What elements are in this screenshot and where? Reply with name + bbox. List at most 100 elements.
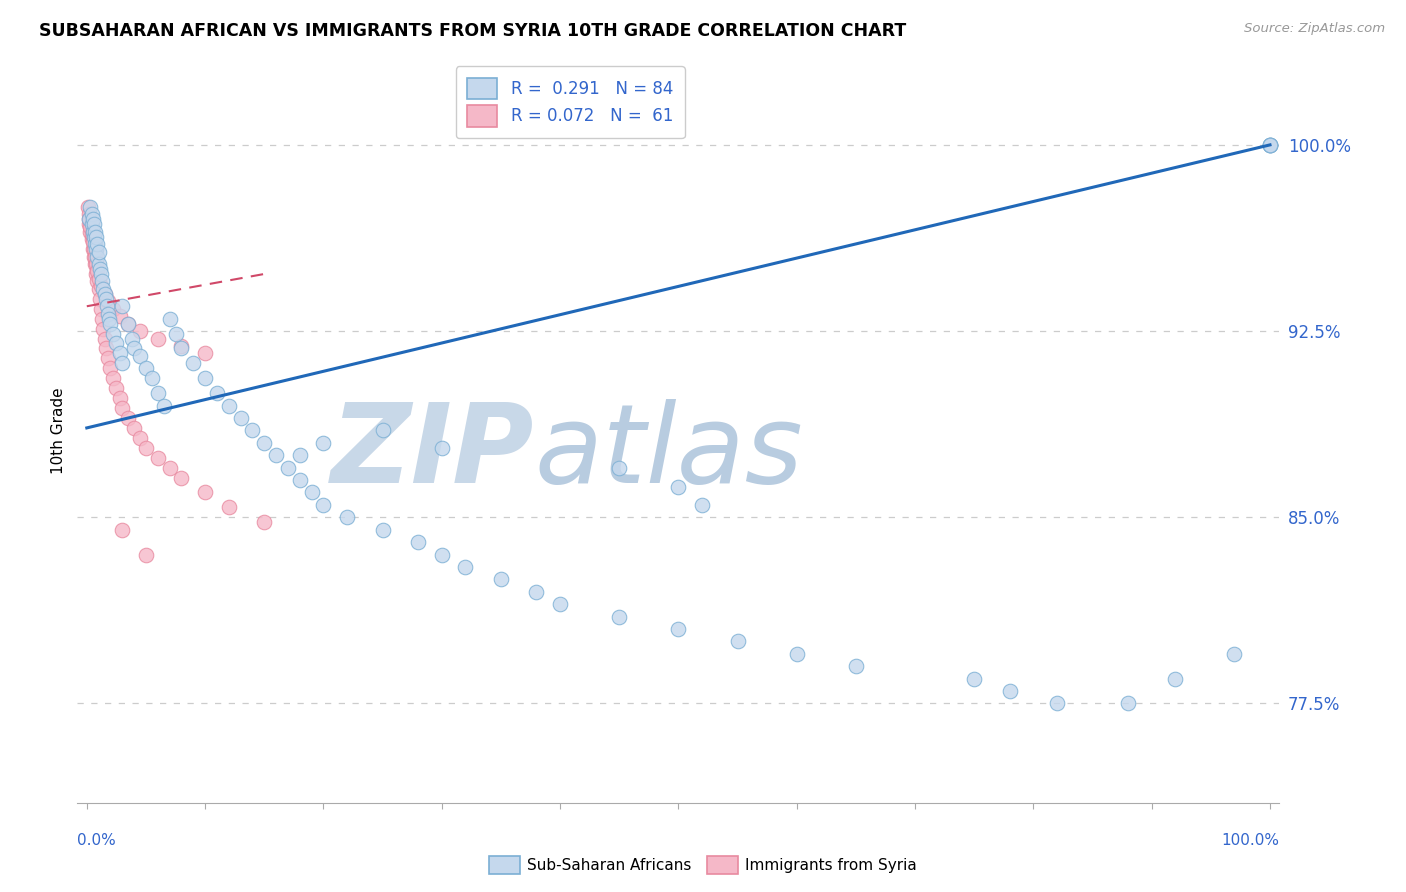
Point bbox=[229, 411, 252, 425]
Point bbox=[108, 391, 131, 405]
Point bbox=[84, 225, 107, 239]
Point bbox=[82, 212, 104, 227]
Point bbox=[90, 279, 112, 293]
Point bbox=[194, 346, 217, 360]
Point bbox=[1164, 672, 1187, 686]
Point bbox=[194, 485, 217, 500]
Point bbox=[83, 217, 105, 231]
Point bbox=[430, 441, 453, 455]
Point bbox=[84, 242, 107, 256]
Point bbox=[100, 317, 122, 331]
Point bbox=[159, 460, 181, 475]
Point bbox=[93, 282, 115, 296]
Point bbox=[89, 262, 111, 277]
Point bbox=[86, 264, 108, 278]
Point bbox=[406, 535, 429, 549]
Point bbox=[77, 212, 100, 227]
Point bbox=[264, 448, 287, 462]
Point bbox=[86, 250, 108, 264]
Point bbox=[152, 399, 174, 413]
Point bbox=[845, 659, 868, 673]
Point bbox=[181, 356, 204, 370]
Point bbox=[82, 242, 104, 256]
Point bbox=[97, 351, 120, 366]
Point bbox=[111, 523, 134, 537]
Point bbox=[79, 219, 101, 234]
Point bbox=[121, 332, 143, 346]
Legend: Sub-Saharan Africans, Immigrants from Syria: Sub-Saharan Africans, Immigrants from Sy… bbox=[484, 850, 922, 880]
Text: Source: ZipAtlas.com: Source: ZipAtlas.com bbox=[1244, 22, 1385, 36]
Point bbox=[80, 227, 103, 242]
Point bbox=[90, 267, 112, 281]
Point bbox=[170, 470, 193, 484]
Point bbox=[82, 235, 104, 249]
Point bbox=[117, 317, 139, 331]
Point bbox=[135, 361, 157, 376]
Point bbox=[89, 292, 111, 306]
Point bbox=[80, 232, 103, 246]
Point bbox=[105, 381, 128, 395]
Point bbox=[371, 423, 394, 437]
Point bbox=[668, 622, 690, 636]
Point bbox=[83, 237, 105, 252]
Point bbox=[93, 321, 115, 335]
Text: atlas: atlas bbox=[534, 400, 803, 507]
Point bbox=[301, 485, 323, 500]
Point bbox=[668, 481, 690, 495]
Point bbox=[84, 267, 107, 281]
Point bbox=[1258, 137, 1281, 152]
Point bbox=[312, 435, 335, 450]
Point bbox=[607, 460, 630, 475]
Point bbox=[84, 257, 107, 271]
Point bbox=[430, 548, 453, 562]
Point bbox=[454, 560, 477, 574]
Point bbox=[111, 356, 134, 370]
Point bbox=[1223, 647, 1246, 661]
Point bbox=[312, 498, 335, 512]
Point bbox=[82, 225, 104, 239]
Point bbox=[84, 254, 107, 268]
Point bbox=[97, 307, 120, 321]
Point bbox=[79, 200, 101, 214]
Point bbox=[159, 311, 181, 326]
Point bbox=[105, 336, 128, 351]
Point bbox=[122, 342, 145, 356]
Point bbox=[91, 274, 114, 288]
Point bbox=[242, 423, 264, 437]
Point bbox=[80, 207, 103, 221]
Text: ZIP: ZIP bbox=[330, 400, 534, 507]
Point bbox=[97, 294, 120, 309]
Point bbox=[77, 207, 100, 221]
Point bbox=[218, 500, 240, 515]
Text: SUBSAHARAN AFRICAN VS IMMIGRANTS FROM SYRIA 10TH GRADE CORRELATION CHART: SUBSAHARAN AFRICAN VS IMMIGRANTS FROM SY… bbox=[39, 22, 907, 40]
Point bbox=[253, 435, 276, 450]
Point bbox=[122, 421, 145, 435]
Point bbox=[1258, 137, 1281, 152]
Text: 0.0%: 0.0% bbox=[77, 832, 117, 847]
Legend: R =  0.291   N = 84, R = 0.072   N =  61: R = 0.291 N = 84, R = 0.072 N = 61 bbox=[456, 66, 685, 138]
Point bbox=[146, 386, 169, 401]
Point bbox=[87, 272, 110, 286]
Point bbox=[101, 371, 124, 385]
Point bbox=[101, 326, 124, 341]
Point bbox=[146, 332, 169, 346]
Point bbox=[84, 229, 107, 244]
Point bbox=[96, 299, 118, 313]
Point bbox=[690, 498, 713, 512]
Point bbox=[87, 282, 110, 296]
Point bbox=[77, 217, 100, 231]
Point bbox=[86, 262, 108, 277]
Point bbox=[170, 342, 193, 356]
Point bbox=[1116, 697, 1139, 711]
Point bbox=[1258, 137, 1281, 152]
Point bbox=[77, 200, 100, 214]
Y-axis label: 10th Grade: 10th Grade bbox=[51, 387, 66, 474]
Point bbox=[218, 399, 240, 413]
Point bbox=[146, 450, 169, 465]
Point bbox=[77, 212, 100, 227]
Point bbox=[79, 212, 101, 227]
Point bbox=[83, 229, 105, 244]
Point bbox=[194, 371, 217, 385]
Point bbox=[83, 250, 105, 264]
Point bbox=[94, 342, 117, 356]
